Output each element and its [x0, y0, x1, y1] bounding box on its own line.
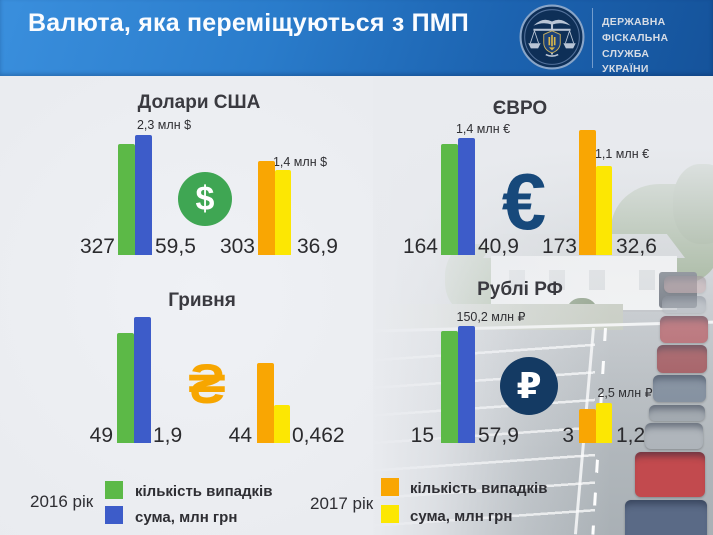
- count-2016-value: 164: [402, 235, 438, 258]
- org-name: ДЕРЖАВНА ФІСКАЛЬНА СЛУЖБА УКРАЇНИ: [602, 15, 713, 78]
- chart-title: Долари США: [137, 92, 261, 113]
- sum-2016-value: 40,9: [478, 235, 519, 258]
- sum-annotation: 2,5 млн ₽: [597, 386, 653, 400]
- chart-title: ЄВРО: [492, 98, 548, 119]
- bar-count-2016: [118, 144, 135, 255]
- count-2016-value: 49: [89, 424, 113, 447]
- bar-sum-2017: [274, 405, 290, 443]
- sum-2016-value: 57,9: [478, 424, 519, 447]
- chart-title: Гривня: [168, 290, 236, 311]
- legend-year-2016: 2016 рік: [30, 492, 94, 511]
- bar-count-2017: [579, 409, 596, 443]
- count-2017-value: 44: [228, 424, 252, 447]
- sum-2017-value: 32,6: [616, 235, 657, 258]
- bar-count-2017: [258, 161, 275, 255]
- legend-label: кількість випадків: [135, 483, 273, 500]
- ruble-symbol: ₽: [516, 365, 542, 406]
- header-bar: Валюта, яка переміщуються з ПМП ДЕРЖАВНА…: [0, 0, 713, 76]
- dollar-icon: $: [178, 172, 232, 226]
- bar-sum-2017: [275, 170, 291, 255]
- sum-annotation: 1,4 млн $: [272, 155, 328, 169]
- legend-label: сума, млн грн: [135, 509, 238, 526]
- legend-swatch-count-2016: [105, 481, 123, 499]
- bar-count-2016: [441, 331, 458, 443]
- sum-annotation: 150,2 млн ₽: [456, 310, 526, 324]
- legend-label: кількість випадків: [410, 480, 548, 497]
- sum-2017-value: 0,462: [292, 424, 345, 447]
- photo-fade-overlay: [373, 76, 713, 535]
- sum-annotation: 2,3 млн $: [136, 118, 192, 132]
- count-2017-value: 173: [541, 235, 577, 258]
- ruble-icon: ₽: [500, 357, 558, 415]
- bar-count-2016: [441, 144, 458, 255]
- bar-sum-2016: [458, 326, 475, 443]
- sum-2017-value: 36,9: [297, 235, 338, 258]
- bar-sum-2016: [458, 138, 475, 255]
- chart-title: Рублі РФ: [477, 279, 563, 300]
- org-name-line: ФІСКАЛЬНА СЛУЖБА: [602, 31, 669, 60]
- bar-sum-2016: [135, 135, 152, 255]
- count-2016-value: 327: [79, 235, 115, 258]
- sum-2016-value: 1,9: [153, 424, 183, 447]
- euro-symbol: €: [501, 157, 547, 246]
- legend-swatch-count-2017: [381, 478, 399, 496]
- dollar-symbol: $: [195, 179, 215, 218]
- bar-count-2016: [117, 333, 134, 443]
- count-2016-value: 15: [410, 424, 434, 447]
- photo-background: [373, 76, 713, 535]
- bar-sum-2017: [596, 166, 612, 255]
- count-2017-value: 3: [562, 424, 574, 447]
- bar-sum-2016: [134, 317, 151, 443]
- bar-sum-2017: [596, 403, 612, 443]
- legend-label: сума, млн грн: [410, 508, 513, 525]
- sum-2016-value: 59,5: [155, 235, 196, 258]
- sum-annotation: 1,1 млн €: [594, 147, 650, 161]
- bar-count-2017: [579, 130, 596, 255]
- org-name-line: ДЕРЖАВНА: [602, 16, 666, 28]
- fiscal-service-emblem-icon: [519, 4, 585, 70]
- legend-swatch-sum-2016: [105, 506, 123, 524]
- legend-swatch-sum-2017: [381, 505, 399, 523]
- bar-count-2017: [257, 363, 274, 443]
- org-name-line: УКРАЇНИ: [602, 63, 649, 76]
- count-2017-value: 303: [219, 235, 255, 258]
- page-title: Валюта, яка переміщуються з ПМП: [28, 9, 469, 37]
- legend-year-2017: 2017 рік: [310, 494, 374, 513]
- sum-annotation: 1,4 млн €: [455, 122, 511, 136]
- hryvnia-symbol: ₴: [188, 351, 226, 415]
- sum-2017-value: 1,2: [616, 424, 646, 447]
- hryvnia-icon: ₴: [176, 351, 238, 415]
- euro-icon: €: [486, 157, 562, 246]
- header-divider: [592, 8, 593, 68]
